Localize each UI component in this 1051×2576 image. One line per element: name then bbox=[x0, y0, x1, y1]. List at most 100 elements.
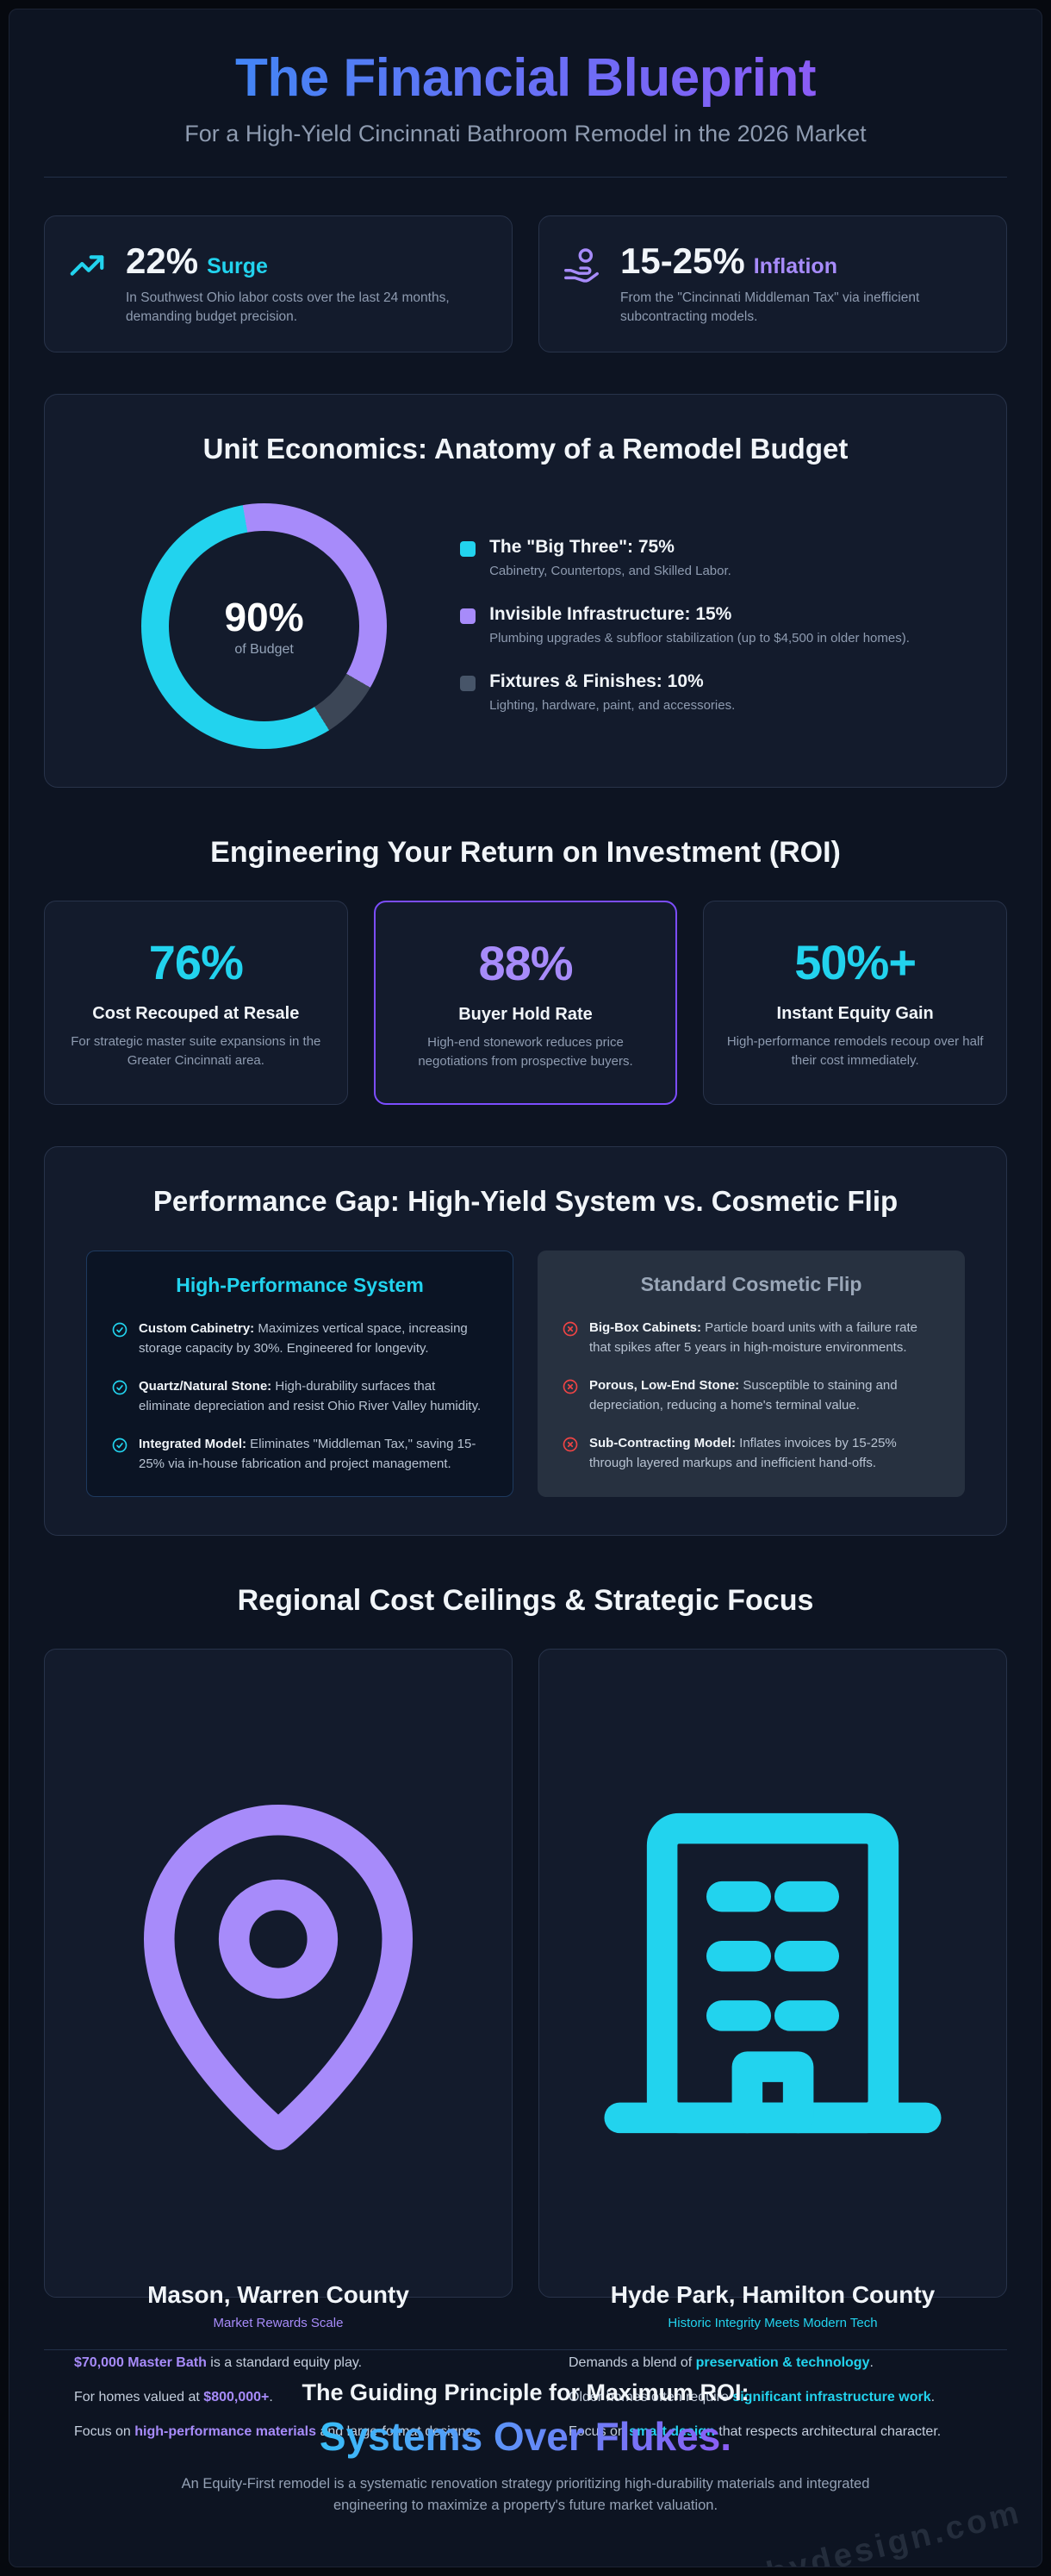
x-circle-icon bbox=[562, 1436, 579, 1453]
list-item-text: Integrated Model: Eliminates "Middleman … bbox=[139, 1435, 488, 1474]
high-performance-heading: High-Performance System bbox=[176, 1274, 424, 1297]
stat-line: 15-25% Inflation bbox=[620, 240, 984, 282]
hand-coin-icon bbox=[562, 246, 601, 285]
list-item: Integrated Model: Eliminates "Middleman … bbox=[111, 1435, 488, 1474]
cosmetic-flip-list: Big-Box Cabinets: Particle board units w… bbox=[562, 1319, 941, 1473]
stat-card-middleman-inflation: 15-25% Inflation From the "Cincinnati Mi… bbox=[538, 215, 1007, 352]
list-item: Quartz/Natural Stone: High-durability su… bbox=[111, 1377, 488, 1416]
donut-center-value: 90% bbox=[224, 595, 304, 640]
map-pin-icon bbox=[74, 1681, 482, 2266]
roi-desc: For strategic master suite expansions in… bbox=[71, 1033, 321, 1068]
region-subtitle: Historic Integrity Meets Modern Tech bbox=[668, 2316, 878, 2331]
legend-title: Invisible Infrastructure: 15% bbox=[489, 604, 732, 625]
legend-text: Fixtures & Finishes: 10% Lighting, hardw… bbox=[489, 671, 735, 714]
high-performance-column: High-Performance System Custom Cabinetry… bbox=[86, 1251, 513, 1498]
x-circle-icon bbox=[562, 1320, 579, 1338]
list-item-body: Maximizes vertical space, increasing sto… bbox=[139, 1321, 468, 1356]
footer-description: An Equity-First remodel is a systematic … bbox=[181, 2476, 870, 2514]
list-item: Big-Box Cabinets: Particle board units w… bbox=[562, 1319, 941, 1357]
stat-body: 22% Surge In Southwest Ohio labor costs … bbox=[126, 240, 489, 327]
list-item-lead: Porous, Low-End Stone: bbox=[589, 1378, 740, 1394]
footer: The Guiding Principle for Maximum ROI: S… bbox=[44, 2350, 1026, 2567]
roi-value: 50%+ bbox=[794, 934, 917, 989]
roi-title: Buyer Hold Rate bbox=[458, 1004, 593, 1024]
check-circle-icon bbox=[111, 1321, 128, 1338]
stat-label: Inflation bbox=[753, 254, 837, 278]
stat-body: 15-25% Inflation From the "Cincinnati Mi… bbox=[620, 240, 984, 327]
legend-desc: Cabinetry, Countertops, and Skilled Labo… bbox=[489, 564, 731, 579]
roi-desc: High-end stonework reduces price negotia… bbox=[418, 1034, 633, 1069]
list-item-lead: Big-Box Cabinets: bbox=[589, 1320, 702, 1336]
list-item-text: Porous, Low-End Stone: Susceptible to st… bbox=[589, 1376, 941, 1415]
footer-kicker: The Guiding Principle for Maximum ROI: bbox=[302, 2380, 749, 2406]
performance-gap-section: Performance Gap: High-Yield System vs. C… bbox=[44, 1146, 1007, 1537]
legend-title: Fixtures & Finishes: 10% bbox=[489, 671, 704, 692]
roi-card-equity-gain: 50%+ Instant Equity Gain High-performanc… bbox=[703, 900, 1007, 1106]
budget-legend: The "Big Three": 75% Cabinetry, Countert… bbox=[460, 537, 910, 714]
stats-row: 22% Surge In Southwest Ohio labor costs … bbox=[44, 215, 1007, 352]
legend-text: Invisible Infrastructure: 15% Plumbing u… bbox=[489, 604, 910, 647]
legend-desc: Lighting, hardware, paint, and accessori… bbox=[489, 698, 736, 714]
donut-center: 90% of Budget bbox=[225, 594, 304, 658]
list-item-text: Quartz/Natural Stone: High-durability su… bbox=[139, 1377, 488, 1416]
region-subtitle: Market Rewards Scale bbox=[213, 2316, 344, 2331]
list-item: Sub-Contracting Model: Inflates invoices… bbox=[562, 1434, 941, 1473]
x-circle-icon bbox=[562, 1378, 579, 1395]
stat-card-labor-surge: 22% Surge In Southwest Ohio labor costs … bbox=[44, 215, 513, 352]
legend-title: The "Big Three": 75% bbox=[489, 537, 675, 558]
stat-line: 22% Surge bbox=[126, 240, 489, 282]
list-item-lead: Quartz/Natural Stone: bbox=[139, 1379, 272, 1394]
divider bbox=[44, 177, 1007, 178]
list-item: Custom Cabinetry: Maximizes vertical spa… bbox=[111, 1319, 488, 1358]
page-title: The Financial Blueprint bbox=[234, 48, 817, 108]
budget-donut-chart: 90% of Budget bbox=[141, 502, 388, 749]
cosmetic-flip-heading: Standard Cosmetic Flip bbox=[640, 1273, 862, 1296]
legend-swatch-purple bbox=[460, 608, 476, 625]
list-item-lead: Sub-Contracting Model: bbox=[589, 1436, 736, 1451]
stat-desc: From the "Cincinnati Middleman Tax" via … bbox=[620, 290, 920, 325]
roi-title: Instant Equity Gain bbox=[776, 1003, 934, 1023]
building-icon bbox=[569, 1681, 977, 2266]
list-item: Porous, Low-End Stone: Susceptible to st… bbox=[562, 1376, 941, 1415]
region-card-mason: Mason, Warren County Market Rewards Scal… bbox=[44, 1649, 513, 2439]
list-item-lead: Integrated Model: bbox=[139, 1437, 247, 1452]
list-item-body: Susceptible to staining and depreciation… bbox=[589, 1378, 898, 1413]
list-item-text: Big-Box Cabinets: Particle board units w… bbox=[589, 1319, 941, 1357]
regional-cards-row: Mason, Warren County Market Rewards Scal… bbox=[44, 1649, 1007, 2439]
legend-text: The "Big Three": 75% Cabinetry, Countert… bbox=[489, 537, 731, 580]
list-item-body: Eliminates "Middleman Tax," saving 15-25… bbox=[139, 1437, 476, 1471]
budget-section: Unit Economics: Anatomy of a Remodel Bud… bbox=[44, 393, 1007, 788]
roi-desc: High-performance remodels recoup over ha… bbox=[726, 1033, 984, 1068]
budget-title: Unit Economics: Anatomy of a Remodel Bud… bbox=[202, 432, 849, 465]
donut-center-label: of Budget bbox=[234, 642, 294, 658]
page-subtitle: For a High-Yield Cincinnati Bathroom Rem… bbox=[184, 121, 867, 147]
list-item-text: Custom Cabinetry: Maximizes vertical spa… bbox=[139, 1319, 488, 1358]
list-item-body: Inflates invoices by 15-25% through laye… bbox=[589, 1436, 897, 1470]
region-card-hyde-park: Hyde Park, Hamilton County Historic Inte… bbox=[538, 1649, 1007, 2439]
legend-desc: Plumbing upgrades & subfloor stabilizati… bbox=[489, 631, 910, 646]
legend-item-big-three: The "Big Three": 75% Cabinetry, Countert… bbox=[460, 537, 910, 580]
roi-card-cost-recouped: 76% Cost Recouped at Resale For strategi… bbox=[44, 900, 348, 1106]
infographic-page: The Financial Blueprint For a High-Yield… bbox=[9, 9, 1042, 2567]
stat-label: Surge bbox=[207, 254, 268, 278]
regional-section-heading: Regional Cost Ceilings & Strategic Focus bbox=[237, 1584, 814, 1618]
check-circle-icon bbox=[111, 1437, 128, 1454]
roi-value: 76% bbox=[148, 934, 244, 989]
performance-gap-title: Performance Gap: High-Yield System vs. C… bbox=[152, 1185, 899, 1218]
list-item-body: Particle board units with a failure rate… bbox=[589, 1320, 917, 1355]
roi-value: 88% bbox=[478, 935, 573, 990]
list-item-body: High-durability surfaces that eliminate … bbox=[139, 1379, 482, 1413]
footer-headline: Systems Over Flukes. bbox=[319, 2414, 732, 2460]
list-item-text: Sub-Contracting Model: Inflates invoices… bbox=[589, 1434, 941, 1473]
region-title: Hyde Park, Hamilton County bbox=[610, 2281, 936, 2309]
budget-content: 90% of Budget The "Big Three": 75% Cabin… bbox=[86, 502, 965, 749]
cosmetic-flip-column: Standard Cosmetic Flip Big-Box Cabinets:… bbox=[538, 1251, 965, 1498]
performance-columns: High-Performance System Custom Cabinetry… bbox=[86, 1251, 965, 1498]
check-circle-icon bbox=[111, 1379, 128, 1396]
legend-item-fixtures: Fixtures & Finishes: 10% Lighting, hardw… bbox=[460, 671, 910, 714]
high-performance-list: Custom Cabinetry: Maximizes vertical spa… bbox=[111, 1319, 488, 1474]
header: The Financial Blueprint For a High-Yield… bbox=[44, 39, 1007, 147]
legend-item-infrastructure: Invisible Infrastructure: 15% Plumbing u… bbox=[460, 604, 910, 647]
legend-swatch-cyan bbox=[460, 541, 476, 558]
roi-cards-row: 76% Cost Recouped at Resale For strategi… bbox=[44, 900, 1007, 1106]
